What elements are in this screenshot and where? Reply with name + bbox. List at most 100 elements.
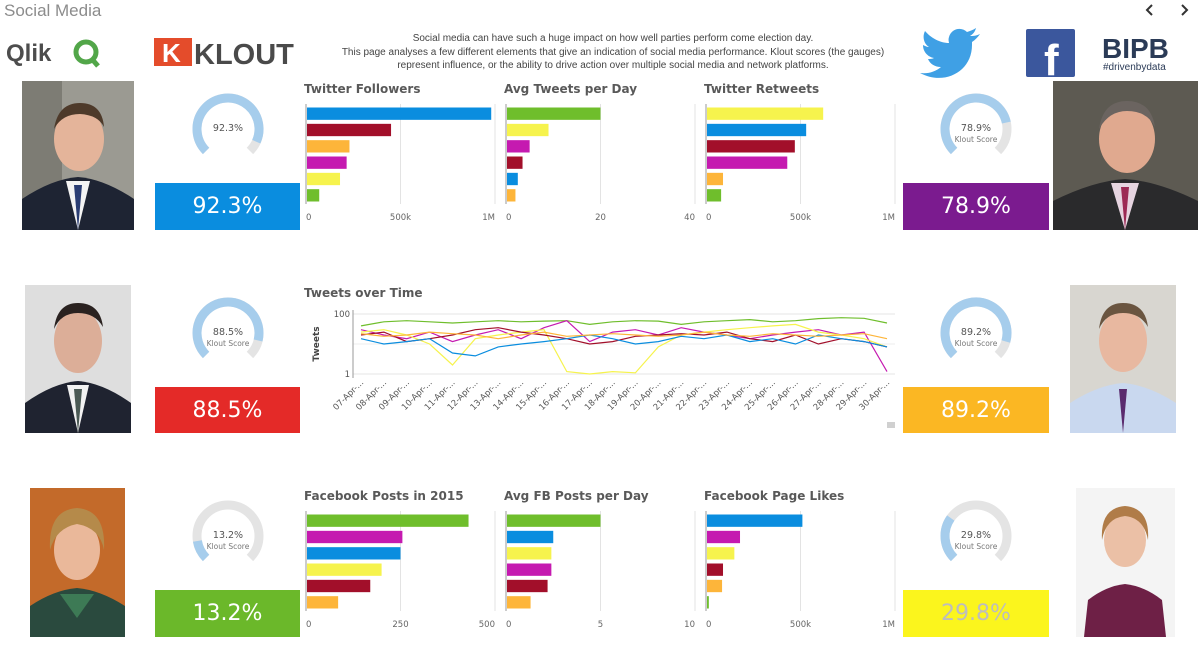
bar[interactable] — [507, 156, 523, 169]
bar[interactable] — [707, 189, 722, 202]
bar[interactable] — [307, 514, 469, 527]
gauge-sublabel: Klout Score — [207, 542, 250, 551]
gauge-sublabel: Klout Score — [207, 339, 250, 348]
gauge-sublabel: Klout Score — [955, 542, 998, 551]
twitter-retweets-chart[interactable]: Twitter Retweets 0 500k 1M — [703, 80, 901, 230]
bar[interactable] — [507, 579, 548, 593]
bar[interactable] — [307, 172, 341, 186]
x-tick-label: 1M — [882, 213, 895, 223]
klout-kpi-5: 13.2% — [155, 590, 300, 637]
klout-logo: K KLOUT — [154, 38, 294, 68]
description-line: This page analyses a few different eleme… — [341, 46, 885, 58]
bar[interactable] — [507, 140, 530, 153]
bar[interactable] — [507, 189, 516, 202]
bar[interactable] — [507, 123, 549, 137]
bar[interactable] — [507, 107, 601, 120]
gauge-value-label: 88.5% — [213, 327, 243, 338]
x-tick-label: 10 — [684, 620, 695, 630]
bar[interactable] — [707, 156, 788, 169]
previous-sheet-button[interactable] — [1142, 2, 1158, 18]
bar[interactable] — [707, 530, 741, 544]
bar[interactable] — [707, 579, 723, 593]
bar[interactable] — [507, 563, 552, 576]
bar[interactable] — [707, 172, 724, 186]
facebook-posts-chart[interactable]: Facebook Posts in 2015 0 250 500 — [303, 487, 501, 637]
sheet-title: Social Media — [4, 1, 102, 20]
series-line-green — [360, 317, 888, 327]
x-tick-label: 0 — [306, 213, 311, 223]
facebook-logo-letter: f — [1044, 36, 1059, 77]
bar[interactable] — [307, 123, 392, 137]
chart-title: Tweets over Time — [304, 286, 423, 300]
klout-gauge-1: 92.3% — [192, 93, 264, 155]
bar[interactable] — [507, 530, 554, 544]
kpi-value: 13.2% — [192, 601, 263, 626]
bipb-logo-text: BIPB — [1102, 33, 1169, 64]
x-tick-label: 1M — [882, 620, 895, 630]
bar[interactable] — [307, 107, 492, 120]
y-axis-label: Tweets — [312, 326, 322, 361]
politician-photo-4 — [1070, 285, 1176, 433]
gauge-value-label: 89.2% — [961, 327, 991, 338]
chart-title: Twitter Retweets — [704, 82, 819, 96]
x-tick-label: 0 — [506, 620, 511, 630]
bar[interactable] — [307, 140, 350, 153]
series-line-yellow — [360, 323, 888, 375]
bar[interactable] — [307, 563, 382, 576]
bar[interactable] — [707, 514, 803, 527]
bar[interactable] — [507, 547, 552, 560]
bar[interactable] — [307, 156, 347, 169]
bar[interactable] — [707, 107, 824, 120]
twitter-followers-chart[interactable]: Twitter Followers 0 500k 1M — [303, 80, 501, 230]
series-line-magenta — [360, 320, 888, 372]
bar[interactable] — [507, 514, 601, 527]
chevron-right-icon — [1181, 4, 1189, 16]
klout-gauge-3: 88.5% Klout Score — [192, 297, 264, 359]
scroll-handle[interactable] — [887, 422, 895, 428]
bar[interactable] — [707, 547, 735, 560]
klout-kpi-1: 92.3% — [155, 183, 300, 230]
chart-title: Avg FB Posts per Day — [504, 489, 649, 503]
x-tick-label: 0 — [706, 213, 711, 223]
x-tick-label: 40 — [684, 213, 695, 223]
x-tick-label: 500k — [790, 213, 811, 223]
x-tick-label: 0 — [506, 213, 511, 223]
gauge-fill — [940, 515, 958, 562]
bar[interactable] — [707, 596, 709, 609]
bar[interactable] — [307, 579, 371, 593]
series-line-blue — [360, 334, 888, 357]
gauge-value-label: 78.9% — [961, 123, 991, 134]
next-sheet-button[interactable] — [1176, 2, 1192, 18]
bar[interactable] — [707, 563, 724, 576]
klout-kpi-6: 29.8% — [903, 590, 1049, 637]
bar[interactable] — [507, 172, 518, 186]
tweets-over-time-chart[interactable]: Tweets over TimeTweets100107-Apr-...08-A… — [303, 284, 901, 434]
gauge-value-label: 92.3% — [213, 123, 243, 134]
kpi-value: 89.2% — [941, 398, 1011, 423]
bipb-logo: BIPB #drivenbydata — [1102, 33, 1169, 73]
x-tick-label: 500k — [790, 620, 811, 630]
x-tick-label: 1M — [482, 213, 495, 223]
bar[interactable] — [507, 596, 531, 609]
klout-kpi-2: 78.9% — [903, 183, 1049, 230]
chart-title: Facebook Posts in 2015 — [304, 489, 464, 503]
avg-tweets-chart[interactable]: Avg Tweets per Day 0 20 40 — [503, 80, 701, 230]
series-line-darkred — [360, 327, 888, 348]
klout-logo-k: K — [162, 38, 181, 68]
klout-logo-text: KLOUT — [194, 39, 294, 68]
gauge-sublabel: Klout Score — [955, 339, 998, 348]
bar[interactable] — [707, 140, 795, 153]
politician-photo-2 — [1053, 81, 1198, 230]
facebook-page-likes-chart[interactable]: Facebook Page Likes 0 500k 1M — [703, 487, 901, 637]
bar[interactable] — [307, 596, 339, 609]
bar[interactable] — [307, 189, 320, 202]
kpi-value: 29.8% — [941, 601, 1011, 626]
page-description: Social media can have such a huge impact… — [318, 32, 908, 73]
gauge-fill — [940, 93, 1011, 155]
bar[interactable] — [307, 547, 401, 560]
gauge-fill — [940, 297, 1012, 359]
gauge-fill — [192, 93, 264, 155]
avg-fb-posts-chart[interactable]: Avg FB Posts per Day 0 5 10 — [503, 487, 701, 637]
bar[interactable] — [707, 123, 807, 137]
bar[interactable] — [307, 530, 403, 544]
